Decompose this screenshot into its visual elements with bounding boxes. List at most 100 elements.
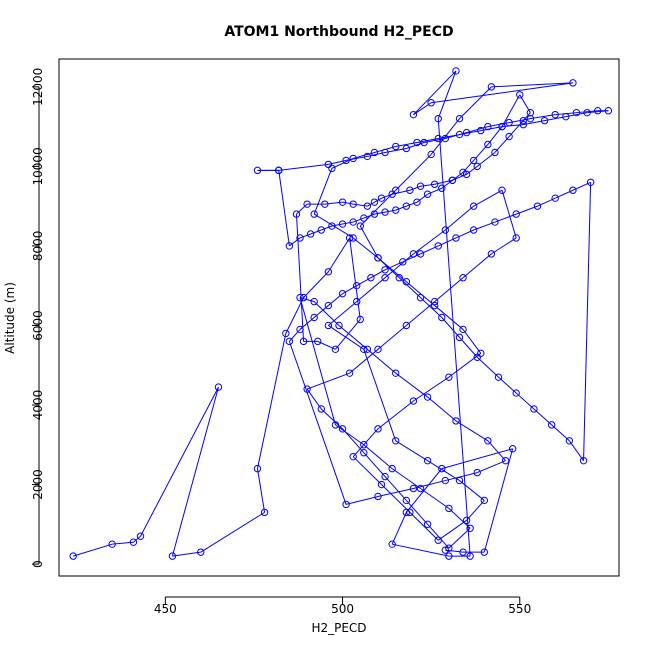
data-point [342,500,350,509]
data-point [448,176,457,184]
data-point [473,468,481,477]
data-point [469,202,478,210]
series-segment [487,126,503,145]
series-segment [345,495,379,505]
series-segment [395,154,432,191]
data-point [473,162,481,171]
data-point [214,383,223,391]
data-point [430,180,439,188]
data-point [285,337,294,346]
data-point [498,186,506,194]
data-point [338,220,347,228]
y-tick-label: 10000 [31,147,45,185]
series-segment [172,551,201,557]
series-segment [384,253,414,279]
data-point [292,210,301,218]
data-point [438,184,446,192]
data-point [328,164,336,173]
data-point [402,496,411,505]
series-segment [352,456,382,485]
data-point [420,138,428,147]
y-tick-label: 12000 [31,68,45,106]
data-point [349,200,357,208]
data-point [69,552,77,560]
data-point [285,242,294,250]
data-point [275,166,283,175]
data-point [430,297,439,306]
series-segment [327,237,351,273]
series-segment [406,281,436,306]
data-point [579,456,588,465]
data-point [455,333,464,342]
data-point [317,226,325,234]
data-point [310,210,318,218]
data-point [406,508,414,517]
series-segment [295,214,305,342]
series-segment [335,424,365,446]
data-point [572,108,581,117]
series-segment [377,325,407,350]
series-segment [391,512,407,545]
series-segment [441,448,513,470]
data-point [409,110,418,119]
data-point [583,108,591,117]
data-point [434,242,442,250]
y-axis: 0 2000 4000 6000 8000 10000 12000 [31,68,45,568]
series-segment [434,305,464,330]
y-tick-label: 6000 [31,310,45,341]
series-segment [413,376,450,402]
data-point [129,538,138,546]
series-segment [462,329,482,354]
series-segment [516,205,538,215]
data-point [324,268,333,276]
data-point [462,516,471,525]
data-point [462,128,471,137]
data-point [253,166,262,175]
data-point [416,293,425,302]
data-point [317,405,325,413]
data-point [314,337,322,346]
series-segment [278,170,290,246]
y-tick-label: 0 [31,560,45,568]
series-segment [459,337,478,358]
series-segment [306,388,322,410]
data-point [445,552,453,560]
data-point [381,266,389,274]
series-segment [363,349,397,441]
series-segment [452,171,464,181]
data-point [381,472,389,481]
series-segment [420,297,443,318]
series-segment [441,317,460,338]
series-segment [200,511,265,553]
data-point [452,67,460,75]
series-segment [395,372,428,398]
data-point [399,258,407,266]
data-point [466,552,474,560]
series-segment [384,476,407,501]
data-point [594,107,602,115]
series-segment [445,472,478,482]
series-segment [462,160,475,173]
series-segment [455,420,489,442]
data-point [370,148,379,157]
series-segment [427,187,442,195]
data-point [438,313,446,322]
data-point [512,234,520,242]
series-segment [328,301,358,326]
series-segment [359,225,379,259]
series-segment [299,297,336,426]
data-point [306,230,315,238]
data-point [321,200,329,208]
series-segment [476,356,499,378]
series-segment [303,271,329,298]
data-point [370,198,379,206]
data-point [491,148,499,157]
data-point [455,130,464,139]
data-point [253,464,262,473]
data-point [349,154,357,163]
series-segment [395,205,407,211]
series-segment [299,233,311,239]
data-point [530,405,538,413]
data-point [494,373,503,381]
x-tick-label: 450 [154,602,177,616]
